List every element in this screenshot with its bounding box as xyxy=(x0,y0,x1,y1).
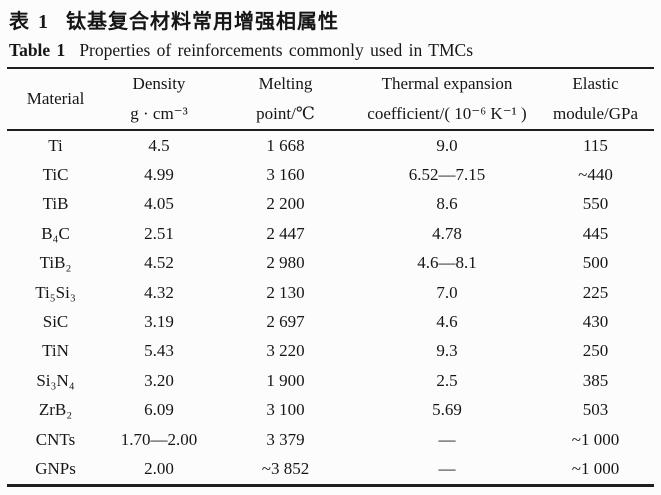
table-row-zrb2: ZrB₂ 6.09 3 100 5.69 503 xyxy=(7,396,654,425)
cell-modulus: 385 xyxy=(582,370,609,390)
cell-density: 2.51 xyxy=(144,223,174,243)
cell-expansion: 4.6—8.1 xyxy=(417,253,477,273)
table-row-b4c: B₄C 2.51 2 447 4.78 445 xyxy=(7,219,654,248)
table-body: Ti 4.5 1 668 9.0 115 TiC 4.99 3 160 6.52… xyxy=(7,130,654,485)
col-header-melting: Melting point/℃ xyxy=(214,68,357,130)
cell-melting: ~3 852 xyxy=(261,458,310,478)
cell-melting: 2 447 xyxy=(266,223,305,243)
cell-expansion: 4.6 xyxy=(436,312,458,332)
col-header-modulus-line2: module/GPa xyxy=(553,104,638,123)
table-row-tin: TiN 5.43 3 220 9.3 250 xyxy=(7,337,654,366)
col-header-expansion-line2: coefficient/( 10⁻⁶ K⁻¹ ) xyxy=(367,104,527,123)
col-header-material: Material xyxy=(7,68,104,130)
table-row-tic: TiC 4.99 3 160 6.52—7.15 ~440 xyxy=(7,160,654,189)
cell-material: Ti xyxy=(48,135,63,155)
cell-melting: 3 160 xyxy=(266,165,305,185)
cell-modulus: 500 xyxy=(582,253,609,273)
cell-modulus: 430 xyxy=(582,312,609,332)
cell-density: 6.09 xyxy=(144,400,174,420)
cell-melting: 2 697 xyxy=(266,312,305,332)
table-row-sic: SiC 3.19 2 697 4.6 430 xyxy=(7,307,654,336)
col-header-expansion-line1: Thermal expansion xyxy=(381,74,513,93)
cell-expansion: 8.6 xyxy=(436,194,458,214)
cell-expansion: 5.69 xyxy=(432,400,462,420)
cell-modulus: 115 xyxy=(583,135,608,155)
cell-melting: 3 220 xyxy=(266,341,305,361)
cell-material: SiC xyxy=(42,312,69,332)
cell-density: 4.99 xyxy=(144,165,174,185)
cell-material: Si₃N₄ xyxy=(36,370,75,390)
cell-density: 4.32 xyxy=(144,282,174,302)
table-row-tib: TiB 4.05 2 200 8.6 550 xyxy=(7,190,654,219)
col-header-melting-line2: point/℃ xyxy=(256,104,315,123)
table-number-en: Table 1 xyxy=(9,40,66,60)
table-row-cnts: CNTs 1.70—2.00 3 379 — ~1 000 xyxy=(7,425,654,454)
cell-modulus: ~1 000 xyxy=(571,458,620,478)
cell-material: TiC xyxy=(42,165,69,185)
table-header: Material Density g · cm⁻³ Melting point/… xyxy=(7,68,654,130)
table-caption-en-text: Properties of reinforcements commonly us… xyxy=(79,40,474,60)
cell-modulus: ~1 000 xyxy=(571,429,620,449)
col-header-density-line2: g · cm⁻³ xyxy=(130,104,188,123)
cell-expansion: 6.52—7.15 xyxy=(408,165,486,185)
cell-expansion: — xyxy=(438,429,456,449)
cell-modulus: 550 xyxy=(582,194,609,214)
cell-density: 1.70—2.00 xyxy=(120,429,198,449)
cell-material: ZrB₂ xyxy=(38,400,73,420)
table-row-gnps: GNPs 2.00 ~3 852 — ~1 000 xyxy=(7,454,654,485)
cell-density: 4.52 xyxy=(144,253,174,273)
cell-modulus: 225 xyxy=(582,282,609,302)
cell-material: B₄C xyxy=(41,223,70,243)
cell-density: 4.5 xyxy=(148,135,170,155)
cell-material: GNPs xyxy=(35,458,76,478)
table-number-zh: 表 1 xyxy=(9,11,50,33)
cell-material: CNTs xyxy=(35,429,76,449)
cell-melting: 2 130 xyxy=(266,282,305,302)
col-header-density: Density g · cm⁻³ xyxy=(104,68,214,130)
table-caption-en: Table 1 Properties of reinforcements comm… xyxy=(0,35,661,62)
table-header-row: Material Density g · cm⁻³ Melting point/… xyxy=(7,68,654,130)
cell-material: TiN xyxy=(42,341,69,361)
cell-expansion: 9.0 xyxy=(436,135,458,155)
cell-melting: 1 900 xyxy=(266,370,305,390)
cell-expansion: 7.0 xyxy=(436,282,458,302)
table-caption-zh-text: 钛基复合材料常用增强相属性 xyxy=(66,11,339,33)
cell-density: 2.00 xyxy=(144,458,174,478)
cell-melting: 3 379 xyxy=(266,429,305,449)
cell-melting: 2 200 xyxy=(266,194,305,214)
col-header-melting-line1: Melting xyxy=(258,74,313,93)
cell-material: TiB₂ xyxy=(39,253,72,273)
cell-modulus: 503 xyxy=(582,400,609,420)
table-row-ti: Ti 4.5 1 668 9.0 115 xyxy=(7,130,654,160)
col-header-modulus: Elastic module/GPa xyxy=(537,68,654,130)
cell-modulus: 445 xyxy=(582,223,609,243)
table-row-tib2: TiB₂ 4.52 2 980 4.6—8.1 500 xyxy=(7,249,654,278)
cell-material: Ti₅Si₃ xyxy=(35,282,76,302)
cell-expansion: 4.78 xyxy=(432,223,462,243)
cell-density: 5.43 xyxy=(144,341,174,361)
properties-table: Material Density g · cm⁻³ Melting point/… xyxy=(7,67,654,487)
cell-modulus: 250 xyxy=(582,341,609,361)
col-header-density-line1: Density xyxy=(132,74,186,93)
cell-density: 3.20 xyxy=(144,370,174,390)
cell-melting: 1 668 xyxy=(266,135,305,155)
cell-expansion: 2.5 xyxy=(436,370,458,390)
cell-material: TiB xyxy=(42,194,69,214)
cell-expansion: — xyxy=(438,458,456,478)
cell-melting: 3 100 xyxy=(266,400,305,420)
cell-melting: 2 980 xyxy=(266,253,305,273)
col-header-modulus-line1: Elastic xyxy=(572,74,619,93)
col-header-material-label: Material xyxy=(26,89,85,108)
cell-modulus: ~440 xyxy=(578,165,613,185)
cell-expansion: 9.3 xyxy=(436,341,458,361)
table-row-ti5si3: Ti₅Si₃ 4.32 2 130 7.0 225 xyxy=(7,278,654,307)
col-header-expansion: Thermal expansion coefficient/( 10⁻⁶ K⁻¹… xyxy=(357,68,537,130)
table-caption-zh: 表 1 钛基复合材料常用增强相属性 xyxy=(0,0,661,35)
cell-density: 3.19 xyxy=(144,312,174,332)
cell-density: 4.05 xyxy=(144,194,174,214)
table-row-si3n4: Si₃N₄ 3.20 1 900 2.5 385 xyxy=(7,366,654,395)
